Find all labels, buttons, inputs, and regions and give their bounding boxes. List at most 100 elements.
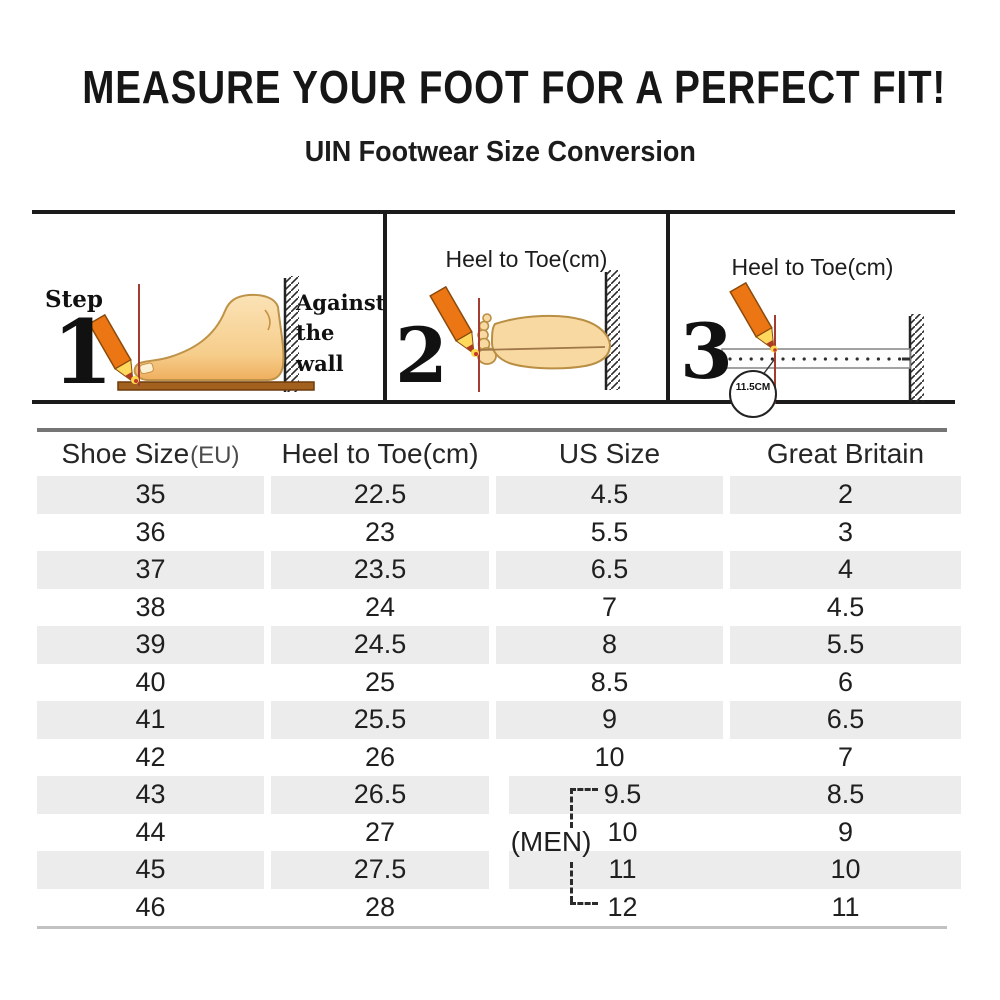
- table-cell: 27.5: [271, 851, 489, 889]
- page-title: MEASURE YOUR FOOT FOR A PERFECT FIT!: [0, 60, 1000, 114]
- step-3-panel: Heel to Toe(cm) 3 11.5CM: [666, 214, 955, 418]
- size-conversion-table: Shoe Size(EU) Heel to Toe(cm) US Size Gr…: [37, 428, 961, 929]
- heel-to-toe-line: [478, 346, 606, 351]
- table-cell: 8.5: [590, 666, 629, 697]
- step-3-caption: Heel to Toe(cm): [731, 254, 894, 280]
- wall-hatch-icon: [604, 270, 620, 390]
- step-3-number: 3: [680, 307, 733, 396]
- table-row: 37 23.5 6.5 4: [37, 551, 961, 589]
- step-1-illustration: [88, 276, 315, 392]
- table-cell: 7: [601, 591, 618, 622]
- page-subtitle: UIN Footwear Size Conversion: [0, 136, 1000, 169]
- against-the-wall-note: Against the wall: [296, 290, 386, 376]
- table-row: 43 26.5 9.5 8.5: [37, 776, 961, 814]
- table-body: 35 22.5 4.5 2 36 23 5.5 3 37 23.5 6.5 4 38 24 7 4.5 39 24…: [37, 476, 961, 927]
- table-cell: 25.5: [271, 701, 489, 739]
- table-cell: 24.5: [271, 626, 489, 664]
- table-cell: 35: [37, 476, 264, 514]
- table-row: 44 27 10 9: [37, 814, 947, 852]
- table-row: 41 25.5 9 6.5: [37, 701, 961, 739]
- column-header-eu: Shoe Size(EU): [61, 438, 240, 469]
- table-cell: 9: [496, 701, 723, 739]
- table-cell: 37: [37, 551, 264, 589]
- table-cell: 26.5: [271, 776, 489, 814]
- step-1-label: Step: [45, 286, 103, 313]
- table-cell: 3: [837, 516, 854, 547]
- column-header-great-britain: Great Britain: [766, 438, 925, 469]
- table-cell: 26: [364, 741, 396, 772]
- table-row: 39 24.5 8 5.5: [37, 626, 961, 664]
- table-cell: 4.5: [496, 476, 723, 514]
- table-header-row: Shoe Size(EU) Heel to Toe(cm) US Size Gr…: [37, 432, 947, 476]
- table-cell: 28: [364, 891, 396, 922]
- pencil-icon: [729, 281, 775, 351]
- table-row: 38 24 7 4.5: [37, 589, 947, 627]
- table-cell: 11: [509, 851, 736, 889]
- men-annotation-label: (MEN): [510, 826, 592, 857]
- table-cell: 12: [607, 891, 638, 922]
- table-cell: 44: [135, 816, 166, 847]
- step-2-panel: Heel to Toe(cm) 2: [383, 214, 666, 400]
- table-cell: 9.5: [509, 776, 736, 814]
- ruler-icon: [721, 348, 911, 369]
- table-cell: 8.5: [730, 776, 961, 814]
- table-cell: 6.5: [730, 701, 961, 739]
- table-cell: 2: [730, 476, 961, 514]
- table-cell: 4: [730, 551, 961, 589]
- ruler-reading-value: 11.5CM: [735, 382, 771, 393]
- table-cell: 9: [837, 816, 854, 847]
- table-row: 45 27.5 11 10: [37, 851, 961, 889]
- table-cell: 7: [837, 741, 854, 772]
- table-cell: 45: [37, 851, 264, 889]
- footprint-top-view-icon: [477, 313, 612, 370]
- reading-callout: [729, 359, 777, 418]
- table-cell: 5.5: [590, 516, 629, 547]
- table-cell: 6.5: [496, 551, 723, 589]
- table-cell: 10: [730, 851, 961, 889]
- floor-bar: [117, 381, 315, 391]
- column-header-heel-to-toe: Heel to Toe(cm): [281, 438, 479, 469]
- step-1-number: 1: [52, 300, 114, 404]
- table-cell: 24: [364, 591, 396, 622]
- wall-hatch-icon: [283, 276, 299, 392]
- table-cell: 42: [135, 741, 166, 772]
- table-cell: 4.5: [826, 591, 865, 622]
- page-title-text: MEASURE YOUR FOOT FOR A PERFECT FIT!: [82, 61, 947, 113]
- table-cell: 5.5: [730, 626, 961, 664]
- table-row: 42 26 10 7: [37, 739, 947, 777]
- wall-hatch-icon: [908, 314, 924, 402]
- pencil-icon: [429, 285, 475, 355]
- page-subtitle-text: UIN Footwear Size Conversion: [304, 136, 696, 168]
- table-row: 46 28 12 11: [37, 889, 947, 927]
- table-cell: 41: [37, 701, 264, 739]
- step-2-caption: Heel to Toe(cm): [445, 246, 608, 272]
- measurement-steps-box: Step 1 Against the wall: [32, 210, 955, 418]
- step-3-illustration: [721, 281, 924, 418]
- toenail: [139, 362, 154, 375]
- table-cell: 38: [135, 591, 166, 622]
- table-cell: 8: [496, 626, 723, 664]
- step-2-number: 2: [395, 311, 448, 400]
- table-cell: 22.5: [271, 476, 489, 514]
- table-cell: 40: [135, 666, 166, 697]
- table-row: 36 23 5.5 3: [37, 514, 947, 552]
- table-cell: 10: [607, 816, 638, 847]
- table-cell: 39: [37, 626, 264, 664]
- table-row: 40 25 8.5 6: [37, 664, 947, 702]
- table-row: 35 22.5 4.5 2: [37, 476, 961, 514]
- table-cell: 6: [837, 666, 854, 697]
- pencil-icon: [88, 313, 134, 383]
- step-1-panel: Step 1 Against the wall: [32, 214, 386, 404]
- table-cell: 23: [364, 516, 396, 547]
- table-cell: 46: [135, 891, 166, 922]
- table-cell: 27: [364, 816, 396, 847]
- table-cell: 10: [594, 741, 625, 772]
- table-cell: 43: [37, 776, 264, 814]
- column-header-us-size: US Size: [558, 438, 661, 469]
- foot-side-view-icon: [133, 293, 285, 382]
- table-cell: 11: [831, 891, 860, 922]
- step-2-illustration: [429, 270, 620, 392]
- table-cell: 36: [135, 516, 166, 547]
- table-cell: 23.5: [271, 551, 489, 589]
